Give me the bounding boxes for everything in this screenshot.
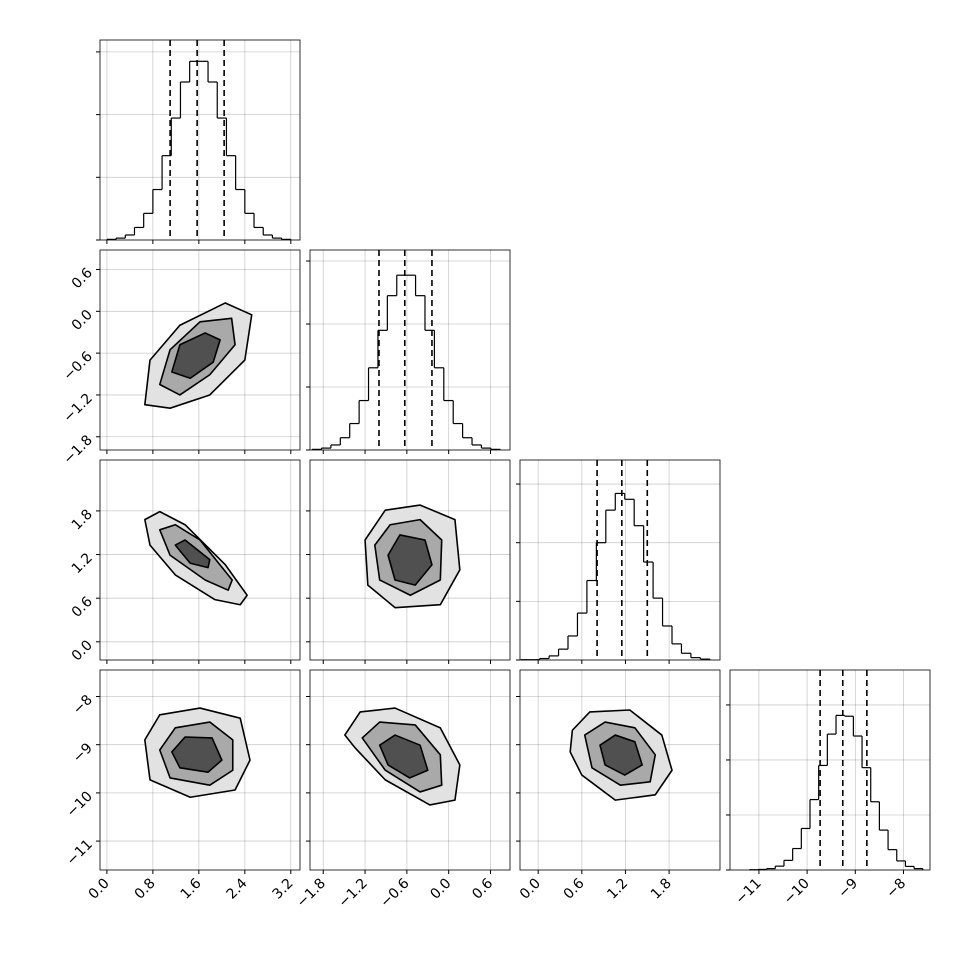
x-tick-label: −1.8 [294,876,329,911]
x-tick-label: 1.2 [604,876,631,903]
density-contour [174,539,211,569]
x-tick-label: −10 [781,876,813,908]
x-tick-label: −0.6 [377,875,412,910]
y-tick-label: −8 [70,692,96,718]
x-tick-label: 0.8 [132,876,159,903]
x-tick-label: 2.4 [224,875,251,902]
panel-frame [99,459,301,661]
y-tick-label: 0.6 [69,265,96,292]
x-tick-label: 0.0 [86,876,113,903]
x-tick-label: 0.0 [517,876,544,903]
panel-frame [99,249,301,451]
y-tick-label: 1.8 [69,506,96,533]
x-tick-label: 0.6 [469,875,496,902]
panel-frame [99,39,301,241]
density-contour [171,736,223,773]
y-tick-label: 0.0 [69,307,96,334]
x-tick-label: 3.2 [270,876,297,903]
y-tick-label: 1.2 [69,550,96,577]
x-tick-label: 1.6 [178,875,205,902]
panel-frame [519,459,721,661]
x-tick-label: −1.2 [336,876,371,911]
y-tick-label: −0.6 [60,349,95,384]
y-tick-label: −11 [64,837,96,869]
y-tick-label: −9 [70,740,96,766]
x-tick-label: −11 [733,876,765,908]
density-contour [171,332,221,380]
panel-frame [309,459,511,661]
x-tick-label: −8 [883,876,909,902]
y-tick-label: −1.8 [60,432,95,467]
y-tick-label: 0.6 [69,594,96,621]
x-tick-label: 1.8 [648,876,675,903]
x-tick-label: 0.0 [427,876,454,903]
density-contour [599,734,643,776]
density-contour [387,534,433,586]
panel-frame [729,669,931,871]
panel-frame [309,669,511,871]
y-tick-label: −1.2 [60,390,95,425]
panel-frame [519,669,721,871]
y-tick-label: −10 [64,788,96,820]
density-contour [378,734,429,779]
y-tick-label: 0.0 [69,637,96,664]
panel-frame [99,669,301,871]
panel-frame [309,249,511,451]
x-tick-label: 0.6 [561,875,588,902]
x-tick-label: −9 [835,876,861,902]
